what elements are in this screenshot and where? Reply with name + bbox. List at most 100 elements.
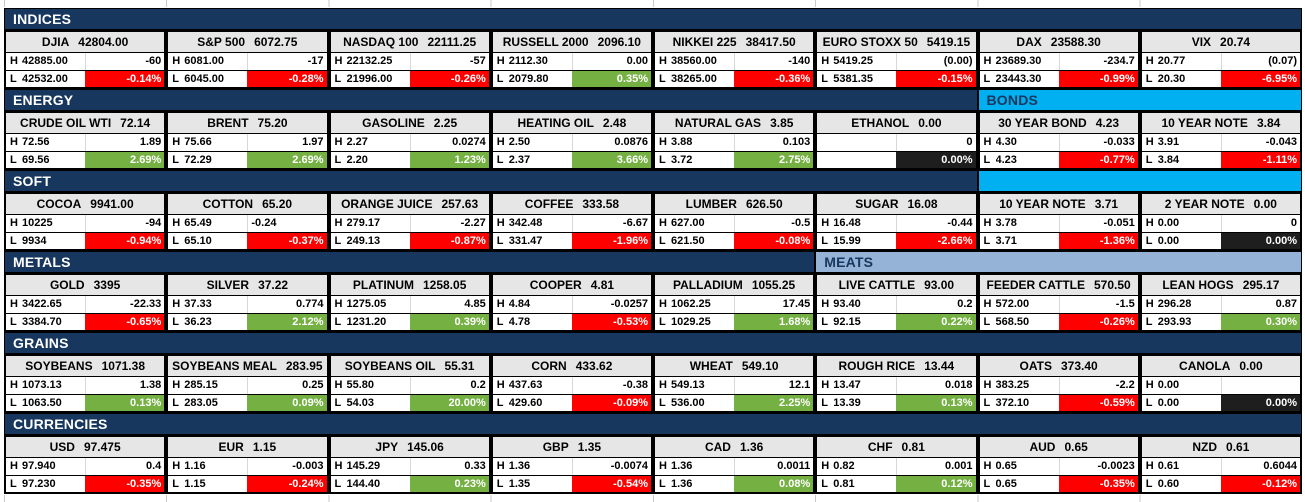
low-row: L 2.20 1.23% bbox=[331, 151, 489, 168]
cell-live-cattle[interactable]: LIVE CATTLE 93.00 H 93.40 0.2 L 92.15 0.22% bbox=[815, 273, 978, 332]
instrument-name: LUMBER bbox=[685, 197, 737, 211]
cell-10-year-note[interactable]: 10 YEAR NOTE 3.71 H 3.78 -0.051 L 3.71 -1.36% bbox=[977, 192, 1140, 251]
cell-silver[interactable]: SILVER 37.22 H 37.33 0.774 L 36.23 2.12% bbox=[166, 273, 329, 332]
high-row: H 3.91 -0.043 bbox=[1141, 134, 1300, 152]
high-left: H 75.66 bbox=[168, 134, 247, 151]
cell-aud[interactable]: AUD 0.65 H 0.65 -0.0023 L 0.65 -0.35% bbox=[977, 435, 1140, 494]
cell-soybeans-oil[interactable]: SOYBEANS OIL 55.31 H 55.80 0.2 L 54.03 20.00% bbox=[328, 354, 491, 413]
cell-coffee[interactable]: COFFEE 333.58 H 342.48 -6.67 L 331.47 -1.96% bbox=[490, 192, 653, 251]
cell-soybeans[interactable]: SOYBEANS 1071.38 H 1073.13 1.38 L 1063.50 0.13% bbox=[4, 354, 167, 413]
high-row: H 38560.00 -140 bbox=[655, 53, 814, 71]
cell-canola[interactable]: CANOLA 0.00 H 0.00 L 0.00 0.00% bbox=[1139, 354, 1302, 413]
low-value: 0.00 bbox=[1157, 234, 1180, 247]
high-row: H 16.48 -0.44 bbox=[817, 215, 976, 233]
cell-brent[interactable]: BRENT 75.20 H 75.66 1.97 L 72.29 2.69% bbox=[166, 111, 329, 170]
low-row: L 283.05 0.09% bbox=[168, 394, 327, 411]
cell-cooper[interactable]: COOPER 4.81 H 4.84 -0.0257 L 4.78 -0.53% bbox=[490, 273, 653, 332]
cell-cad[interactable]: CAD 1.36 H 1.36 0.0011 L 1.36 0.08% bbox=[653, 435, 816, 494]
high-label: H bbox=[334, 460, 343, 473]
cell-vix[interactable]: VIX 20.74 H 20.77 (0.07) L 20.30 -6.95% bbox=[1139, 30, 1302, 89]
cell-sugar[interactable]: SUGAR 16.08 H 16.48 -0.44 L 15.99 -2.66% bbox=[815, 192, 978, 251]
low-label: L bbox=[496, 396, 504, 409]
high-value: 13.47 bbox=[833, 379, 861, 392]
cell-chf[interactable]: CHF 0.81 H 0.82 0.001 L 0.81 0.12% bbox=[815, 435, 978, 494]
low-row: L 4.78 -0.53% bbox=[493, 313, 651, 330]
low-label: L bbox=[983, 234, 991, 247]
cell-ethanol[interactable]: ETHANOL 0.00 0 0.00% bbox=[815, 111, 978, 170]
low-label: L bbox=[496, 72, 504, 85]
cell-oats[interactable]: OATS 373.40 H 383.25 -2.2 L 372.10 -0.59% bbox=[977, 354, 1140, 413]
instrument-title: HEATING OIL 2.48 bbox=[492, 113, 651, 134]
cell-eur[interactable]: EUR 1.15 H 1.16 -0.003 L 1.15 -0.24% bbox=[166, 435, 329, 494]
cell-10-year-note[interactable]: 10 YEAR NOTE 3.84 H 3.91 -0.043 L 3.84 -1.11% bbox=[1139, 111, 1302, 170]
cell-nasdaq-100[interactable]: NASDAQ 100 22111.25 H 22132.25 -57 L 21996.00-… bbox=[328, 30, 491, 89]
section-header-bonds: BONDS bbox=[977, 89, 1302, 111]
instrument-name: COCOA bbox=[36, 197, 82, 211]
low-row: L 72.29 2.69% bbox=[168, 151, 327, 168]
low-value: 1.35 bbox=[508, 477, 531, 490]
cell-corn[interactable]: CORN 433.62 H 437.63 -0.38 L 429.60 -0.09% bbox=[490, 354, 653, 413]
low-value: 3.71 bbox=[995, 234, 1017, 247]
low-label: L bbox=[659, 234, 666, 247]
low-label: L bbox=[1145, 315, 1153, 328]
high-row: H 549.13 12.1 bbox=[655, 377, 814, 395]
cell-2-year-note[interactable]: 2 YEAR NOTE 0.00 H 0.00 0 L 0.00 0.00% bbox=[1139, 192, 1302, 251]
low-value: 621.50 bbox=[671, 234, 705, 247]
high-left: H 1.36 bbox=[655, 458, 734, 475]
instrument-title: LEAN HOGS 295.17 bbox=[1141, 275, 1300, 296]
low-change-badge: 0.23% bbox=[409, 475, 489, 492]
high-row: H 22132.25 -57 bbox=[330, 53, 489, 71]
cell-soybeans-meal[interactable]: SOYBEANS MEAL 283.95 H 285.15 0.25 L 283.05 0.0… bbox=[166, 354, 329, 413]
cell-lumber[interactable]: LUMBER 626.50 H 627.00 -0.5 L 621.50 -0.08% bbox=[653, 192, 816, 251]
instrument-name: SOYBEANS MEAL bbox=[172, 359, 277, 373]
cell-feeder-cattle[interactable]: FEEDER CATTLE 570.50 H 572.00 -1.5 L 568.50 -0.… bbox=[977, 273, 1140, 332]
cell-lean-hogs[interactable]: LEAN HOGS 295.17 H 296.28 0.87 L 293.93 0.30% bbox=[1139, 273, 1302, 332]
instrument-name: NIKKEI 225 bbox=[672, 35, 737, 49]
low-row: L 1063.50 0.13% bbox=[6, 394, 165, 411]
low-left: L 293.93 bbox=[1142, 314, 1221, 331]
cell-cocoa[interactable]: COCOA 9941.00 H 10225 -94 L 9934 -0.94% bbox=[4, 192, 167, 251]
high-label: H bbox=[172, 136, 181, 149]
cell-s-p-500[interactable]: S&P 500 6072.75 H 6081.00 -17 L 6045.00 -0.28% bbox=[166, 30, 329, 89]
cell-nzd[interactable]: NZD 0.61 H 0.61 0.6044 L 0.60 -0.12% bbox=[1139, 435, 1302, 494]
instrument-title: COFFEE 333.58 bbox=[492, 194, 651, 215]
cell-jpy[interactable]: JPY 145.06 H 145.29 0.33 L 144.40 0.23% bbox=[328, 435, 491, 494]
section-header-row-energy: ENERGY BONDS bbox=[4, 89, 1302, 111]
cell-heating-oil[interactable]: HEATING OIL 2.48 H 2.50 0.0876 L 2.37 3.66% bbox=[490, 111, 653, 170]
low-change-badge: 1.68% bbox=[734, 313, 814, 330]
high-change: 0.4 bbox=[85, 458, 165, 475]
cell-gold[interactable]: GOLD 3395 H 3422.65 -22.33 L 3384.70 -0.65% bbox=[4, 273, 167, 332]
high-label: H bbox=[821, 55, 830, 68]
cell-rough-rice[interactable]: ROUGH RICE 13.44 H 13.47 0.018 L 13.39 0.13% bbox=[815, 354, 978, 413]
high-left: H 3.91 bbox=[1142, 134, 1221, 151]
instrument-name: HEATING OIL bbox=[517, 116, 594, 130]
cell-usd[interactable]: USD 97.475 H 97.940 0.4 L 97.230 -0.35% bbox=[4, 435, 167, 494]
cell-palladium[interactable]: PALLADIUM 1055.25 H 1062.25 17.45 L 1029.25 1.6… bbox=[653, 273, 816, 332]
cell-gasoline[interactable]: GASOLINE 2.25 H 2.27 0.0274 L 2.20 1.23% bbox=[328, 111, 491, 170]
cell-gbp[interactable]: GBP 1.35 H 1.36 -0.0074 L 1.35 -0.54% bbox=[490, 435, 653, 494]
cell-djia[interactable]: DJIA 42804.00 H 42885.00 -60 L 42532.00 -0.14% bbox=[4, 30, 167, 89]
cell-dax[interactable]: DAX 23588.30 H 23689.30 -234.7 L 23443.30 -0.99… bbox=[977, 30, 1140, 89]
cell-orange-juice[interactable]: ORANGE JUICE 257.63 H 279.17 -2.27 L 249.13 -0.… bbox=[328, 192, 491, 251]
cell-russell-2000[interactable]: RUSSELL 2000 2096.10 H 2112.30 0.00 L 2079.80 0… bbox=[490, 30, 653, 89]
high-change: -0.051 bbox=[1058, 215, 1138, 232]
high-label: H bbox=[983, 379, 992, 392]
low-row: L 1.35 -0.54% bbox=[493, 475, 651, 492]
section-header-grains: GRAINS bbox=[4, 332, 1302, 354]
instrument-title: SUGAR 16.08 bbox=[817, 194, 976, 215]
high-value: 145.29 bbox=[346, 460, 381, 473]
cell-euro-stoxx-50[interactable]: EURO STOXX 50 5419.15 H 5419.25 (0.00) L 5381.… bbox=[815, 30, 978, 89]
high-left: H 16.48 bbox=[817, 215, 896, 232]
section-header-indices: INDICES bbox=[4, 8, 1302, 30]
high-change: 0.103 bbox=[734, 134, 814, 151]
low-label: L bbox=[10, 315, 17, 328]
cell-crude-oil-wti[interactable]: CRUDE OIL WTI 72.14 H 72.56 1.89 L 69.56 2.69% bbox=[4, 111, 167, 170]
cell-30-year-bond[interactable]: 30 YEAR BOND 4.23 H 4.30 -0.033 L 4.23 -0.77% bbox=[977, 111, 1140, 170]
low-value: 38265.00 bbox=[671, 72, 717, 85]
cell-platinum[interactable]: PLATINUM 1258.05 H 1275.05 4.85 L 1231.20 0.39% bbox=[328, 273, 491, 332]
cell-cotton[interactable]: COTTON 65.20 H 65.49 -0.24 L 65.10 -0.37% bbox=[166, 192, 329, 251]
cell-natural-gas[interactable]: NATURAL GAS 3.85 H 3.88 0.103 L 3.72 2.75% bbox=[653, 111, 816, 170]
low-value: 72.29 bbox=[184, 153, 212, 166]
cell-wheat[interactable]: WHEAT 549.10 H 549.13 12.1 L 536.00 2.25% bbox=[653, 354, 816, 413]
cell-nikkei-225[interactable]: NIKKEI 225 38417.50 H 38560.00 -140 L 38265.00… bbox=[653, 30, 816, 89]
